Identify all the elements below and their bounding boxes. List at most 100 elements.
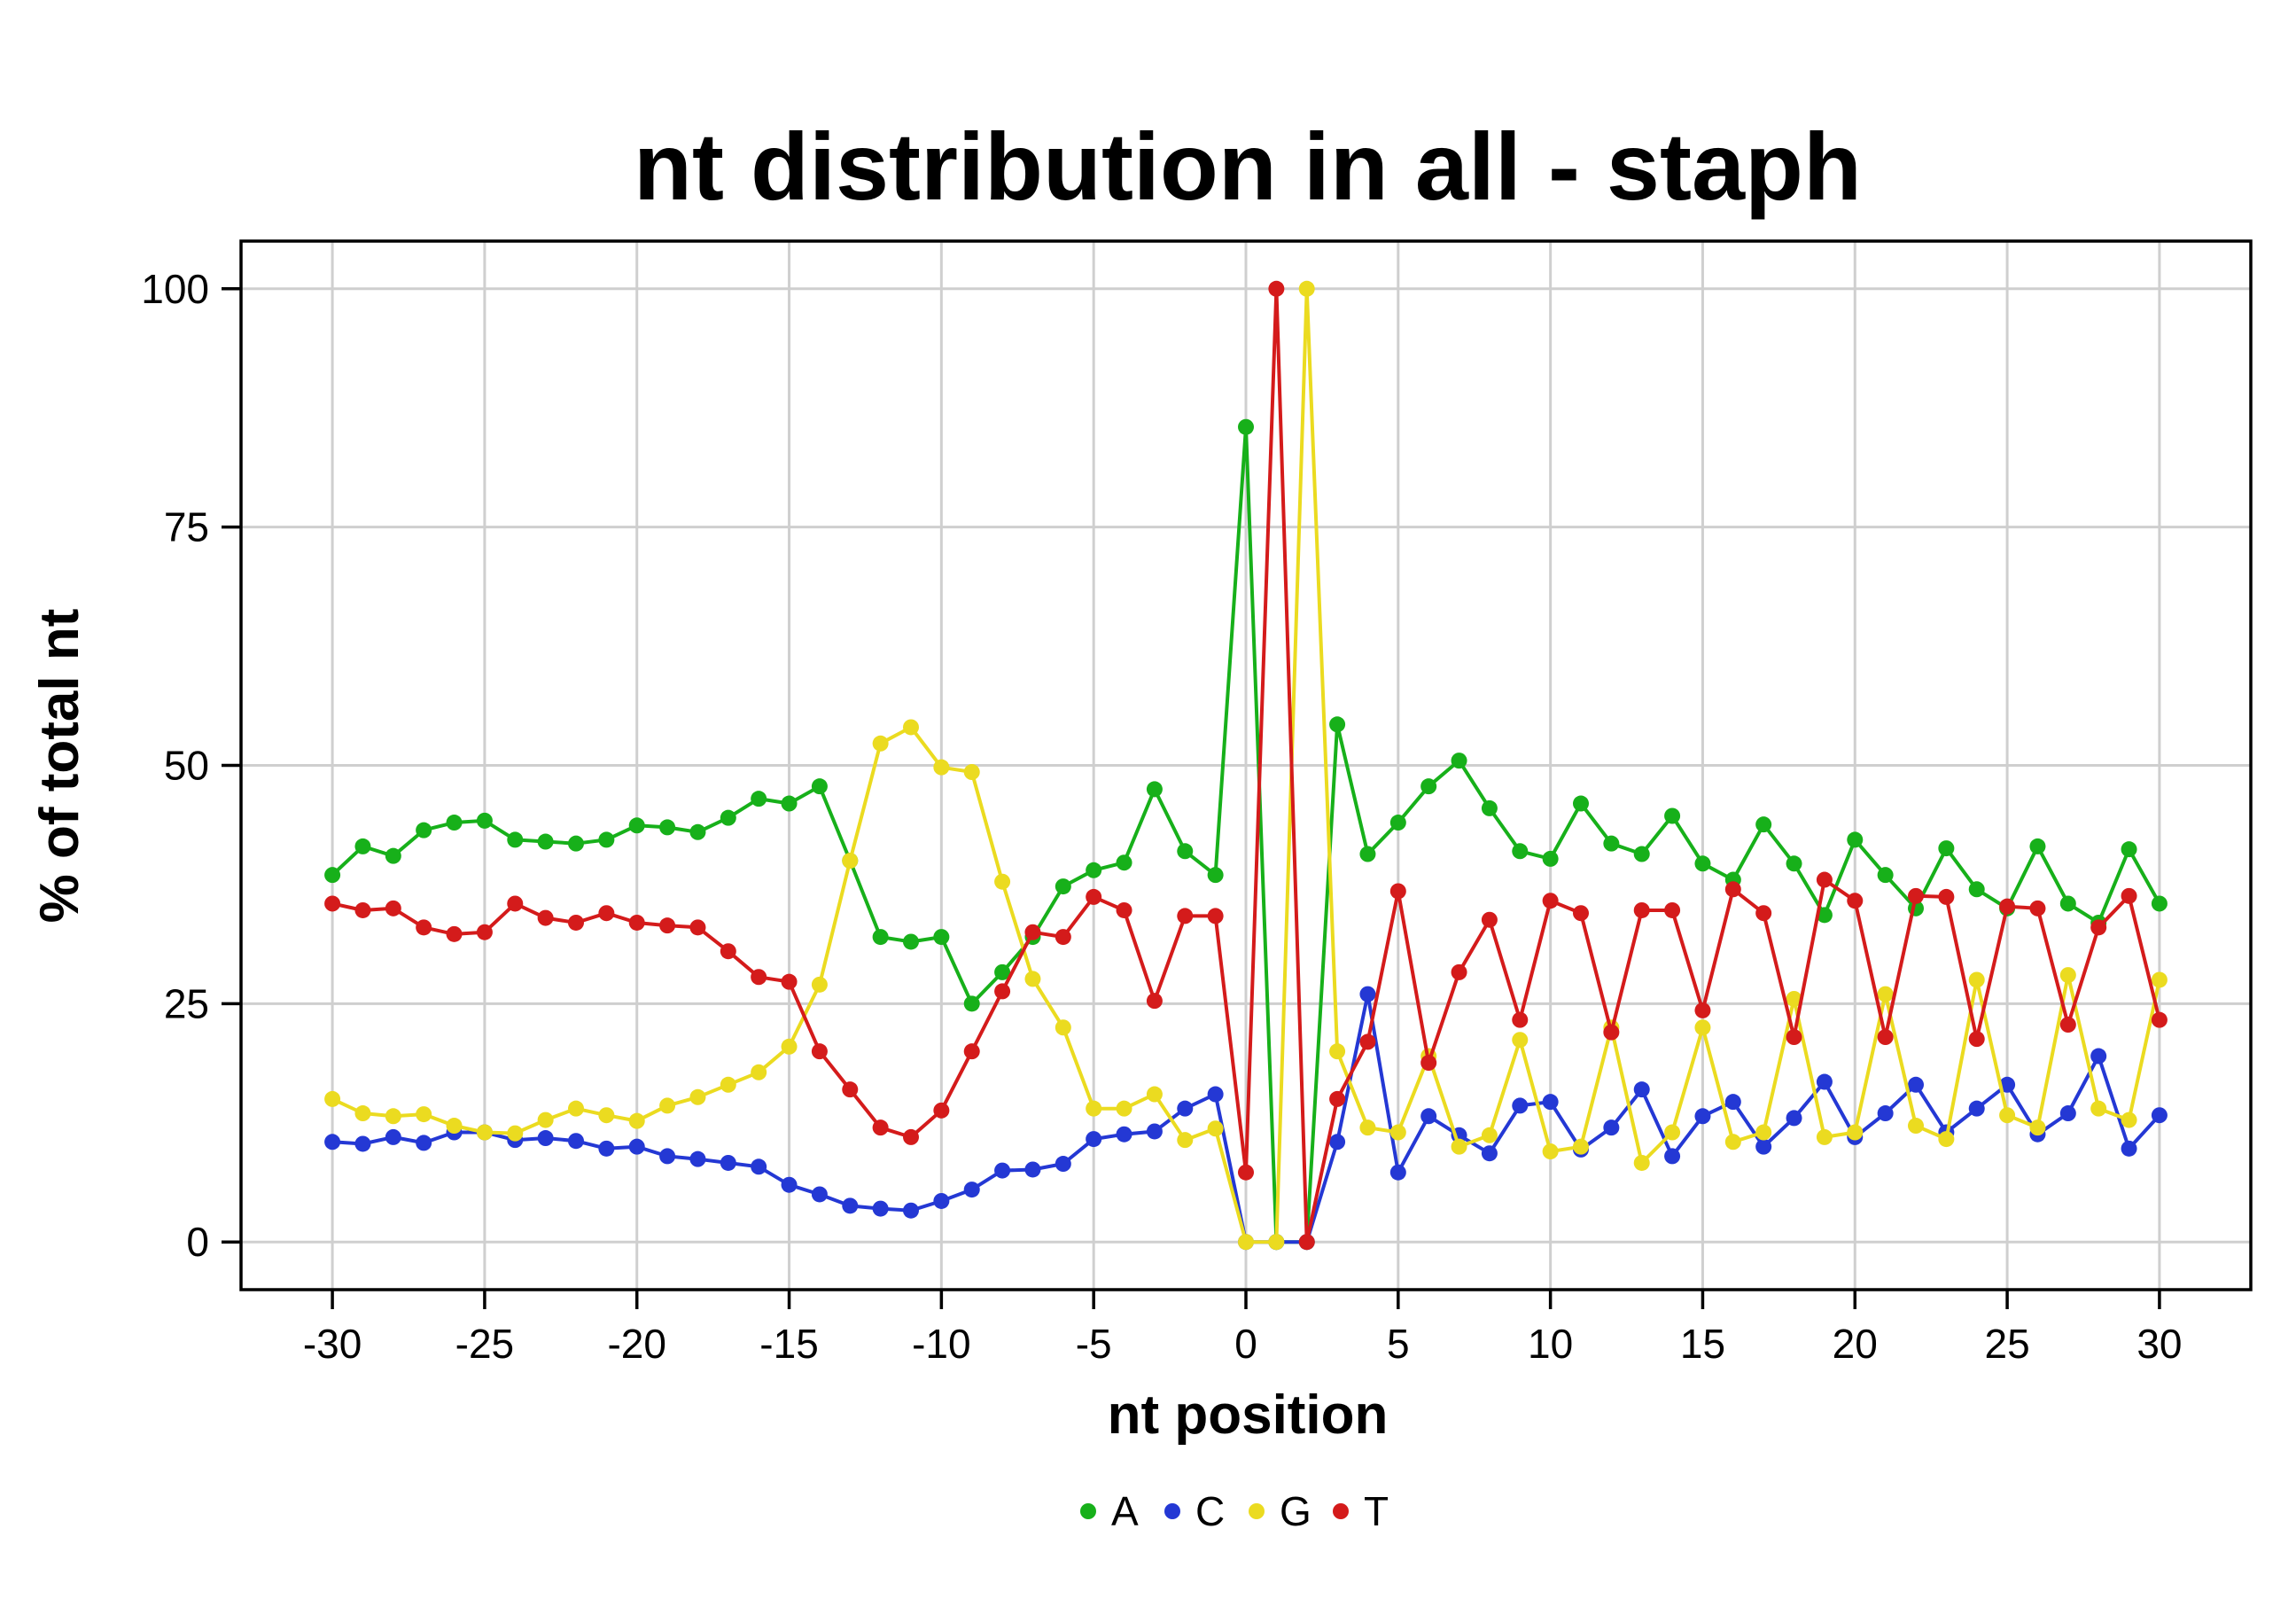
data-point-C [659, 1148, 676, 1165]
data-point-A [1847, 831, 1864, 848]
data-point-G [568, 1100, 584, 1117]
data-point-C [416, 1135, 432, 1151]
data-point-C [628, 1138, 645, 1155]
data-point-C [2059, 1105, 2076, 1122]
data-point-A [1177, 843, 1194, 860]
data-point-A [354, 838, 371, 854]
data-point-T [324, 895, 341, 912]
data-point-A [1664, 807, 1681, 824]
data-point-T [1389, 883, 1406, 900]
x-tick-label: -10 [912, 1321, 970, 1367]
x-tick-label: 30 [2136, 1321, 2182, 1367]
data-point-C [903, 1202, 919, 1219]
data-point-A [1512, 843, 1529, 860]
data-point-T [811, 1043, 828, 1060]
data-point-T [1847, 893, 1864, 909]
data-point-T [933, 1102, 950, 1119]
data-point-A [507, 831, 524, 848]
data-point-G [1116, 1100, 1132, 1117]
data-point-A [1238, 418, 1254, 435]
data-point-T [568, 914, 584, 931]
data-point-A [2029, 838, 2046, 854]
data-point-A [568, 835, 584, 852]
data-point-C [2090, 1048, 2107, 1065]
series-A [324, 418, 2168, 1251]
data-point-G [2059, 967, 2076, 984]
data-point-T [1298, 1234, 1315, 1251]
data-point-A [1755, 816, 1772, 833]
data-point-G [1786, 990, 1802, 1007]
data-point-T [1207, 908, 1224, 924]
data-point-T [1268, 280, 1285, 297]
data-point-G [872, 735, 889, 752]
x-tick-label: -15 [759, 1321, 818, 1367]
data-point-A [720, 809, 736, 826]
x-tick-label: -25 [455, 1321, 514, 1367]
data-point-A [1389, 815, 1406, 831]
legend-label-T: T [1364, 1488, 1389, 1534]
data-point-G [1908, 1118, 1924, 1135]
data-point-C [1633, 1081, 1650, 1098]
data-point-A [903, 933, 919, 950]
data-point-G [781, 1038, 798, 1055]
data-point-G [1724, 1134, 1741, 1150]
data-point-G [1177, 1132, 1194, 1149]
data-point-A [1207, 867, 1224, 884]
y-tick-label: 50 [164, 743, 209, 789]
data-point-T [1116, 901, 1132, 918]
data-point-A [994, 963, 1011, 980]
data-point-T [385, 900, 401, 916]
data-point-T [751, 969, 767, 986]
data-point-T [1420, 1055, 1437, 1072]
data-point-G [2090, 1100, 2107, 1117]
data-point-C [1877, 1105, 1894, 1122]
legend-marker-A [1080, 1503, 1096, 1519]
data-point-A [781, 795, 798, 812]
data-point-T [2151, 1011, 2168, 1028]
x-tick-label: 25 [1985, 1321, 2030, 1367]
data-point-G [659, 1097, 676, 1114]
data-point-A [1877, 867, 1894, 884]
x-tick-label: 15 [1680, 1321, 1725, 1367]
data-point-T [1055, 929, 1071, 946]
data-point-A [1329, 716, 1346, 733]
x-tick-label: 5 [1387, 1321, 1410, 1367]
data-point-A [1359, 846, 1376, 862]
data-point-G [1359, 1119, 1376, 1136]
data-point-G [1207, 1120, 1224, 1137]
data-point-T [1724, 881, 1741, 898]
data-point-C [751, 1158, 767, 1175]
data-point-T [842, 1081, 859, 1098]
data-point-T [963, 1043, 980, 1060]
data-point-C [994, 1162, 1011, 1179]
data-point-G [1633, 1154, 1650, 1171]
data-point-G [507, 1125, 524, 1142]
series-layer [324, 280, 2168, 1251]
data-point-T [872, 1119, 889, 1136]
legend-label-G: G [1280, 1488, 1311, 1534]
data-point-A [476, 812, 493, 829]
data-point-A [1603, 835, 1620, 852]
data-point-A [385, 847, 401, 864]
data-point-A [1451, 753, 1467, 769]
x-tick-label: -5 [1076, 1321, 1112, 1367]
series-T [324, 280, 2168, 1251]
legend-marker-T [1333, 1503, 1349, 1519]
legend-label-C: C [1195, 1488, 1225, 1534]
data-point-T [628, 914, 645, 931]
data-point-G [1938, 1131, 1955, 1148]
data-point-A [1786, 855, 1802, 872]
data-point-A [446, 815, 463, 831]
data-point-G [963, 764, 980, 781]
data-point-A [2059, 895, 2076, 912]
data-point-T [1512, 1011, 1529, 1028]
data-point-C [872, 1200, 889, 1217]
data-point-G [1146, 1086, 1163, 1103]
data-point-C [568, 1133, 584, 1150]
data-point-A [1055, 878, 1071, 895]
data-point-G [1512, 1032, 1529, 1049]
data-point-A [751, 791, 767, 807]
data-point-C [781, 1176, 798, 1193]
y-axis-label: % of total nt [29, 609, 90, 924]
data-point-T [659, 917, 676, 934]
